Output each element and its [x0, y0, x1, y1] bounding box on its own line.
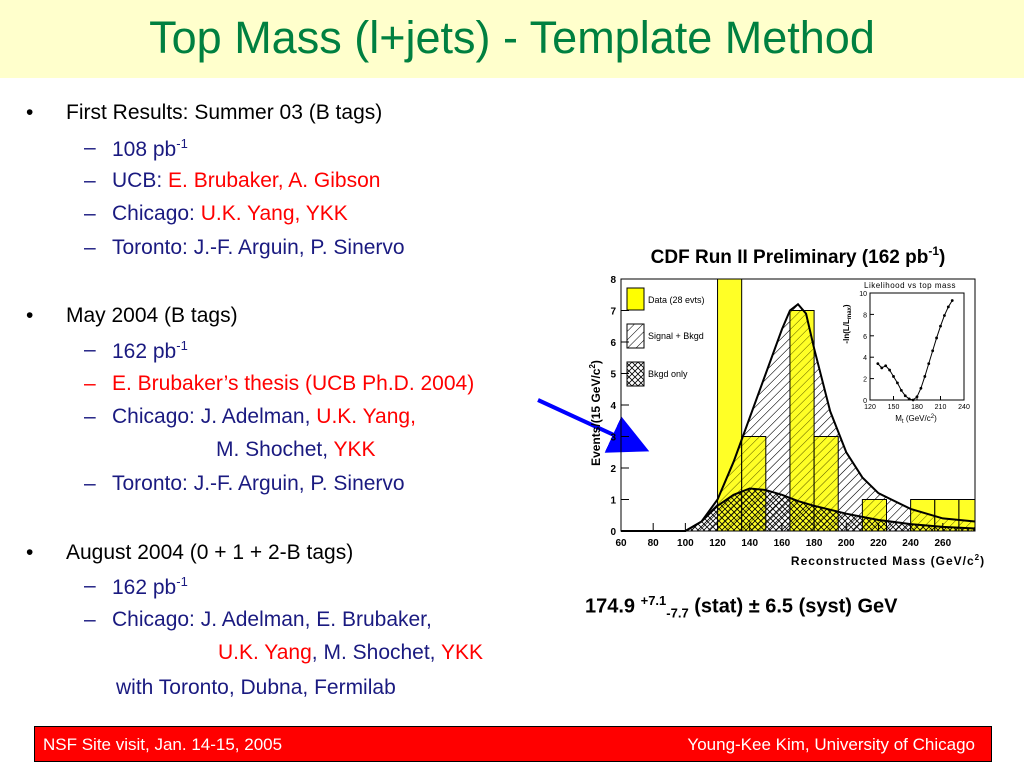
x-tick-label: 80 — [648, 538, 660, 549]
legend-data-swatch — [626, 287, 645, 311]
inset-y-tick-label: 0 — [863, 398, 867, 405]
section-2-chicago-cont: M. Shochet, YKK — [216, 438, 376, 461]
dash: – — [84, 136, 96, 159]
y-tick-label: 7 — [610, 307, 616, 318]
dash: – — [84, 574, 96, 597]
y-tick-label: 0 — [610, 527, 616, 538]
inset-y-tick-label: 10 — [859, 291, 867, 298]
bullet-2: • — [26, 304, 34, 327]
inset-likelihood-curve — [877, 300, 953, 401]
x-tick-label: 120 — [709, 538, 726, 549]
legend-data-label: Data (28 evts) — [648, 295, 705, 305]
inset-y-tick-label: 6 — [863, 334, 867, 341]
footer-bar: NSF Site visit, Jan. 14-15, 2005 Young-K… — [34, 726, 992, 762]
dash: – — [84, 338, 96, 361]
y-tick-label: 1 — [610, 496, 616, 507]
inset-title: Likelihood vs top mass — [864, 281, 956, 290]
y-tick-label: 5 — [610, 370, 616, 381]
bkgd-area — [621, 488, 975, 531]
section-2-lumi: 162 pb-1 — [112, 338, 188, 363]
bullet-3: • — [26, 541, 34, 564]
dash: – — [84, 202, 96, 225]
y-tick-label: 4 — [610, 401, 616, 412]
inset-y-label: -ln(L/Lmax) — [842, 304, 853, 343]
section-1-lumi: 108 pb-1 — [112, 136, 188, 161]
signal-bkgd-curve — [621, 302, 976, 532]
pointer-arrow — [537, 398, 650, 453]
y-tick-label: 6 — [610, 338, 616, 349]
inset-y-tick-label: 4 — [863, 355, 867, 362]
x-tick-label: 260 — [934, 538, 951, 549]
section-3-chicago-cont: U.K. Yang, M. Shochet, YKK — [218, 641, 484, 664]
section-2-thesis: E. Brubaker’s thesis (UCB Ph.D. 2004) — [112, 372, 475, 395]
x-tick-label: 60 — [615, 538, 627, 549]
footer-left: NSF Site visit, Jan. 14-15, 2005 — [43, 735, 283, 754]
inset-frame — [869, 292, 965, 401]
inset-x-tick-label: 180 — [911, 404, 923, 411]
inset-x-label: Mt (GeV/c2) — [895, 414, 937, 425]
signal-bkgd-hatch-overlay — [621, 304, 975, 531]
inset-x-tick-label: 150 — [888, 404, 900, 411]
title-bar — [0, 0, 1024, 78]
section-2-chicago: Chicago: J. Adelman, U.K. Yang, — [112, 405, 416, 428]
y-tick-label: 8 — [610, 275, 616, 286]
x-axis-label: Reconstructed Mass (GeV/c2) — [791, 553, 985, 568]
y-axis-label: Events/(15 GeV/c2) — [588, 360, 603, 466]
legend-bkgd-swatch — [626, 361, 645, 387]
legend-bkgd-label: Bkgd only — [648, 369, 688, 379]
section-3-lumi: 162 pb-1 — [112, 574, 188, 599]
x-tick-label: 100 — [677, 538, 694, 549]
top-mass-chart: CDF Run II Preliminary (162 pb-1) 0 1 2 3 4 5… — [588, 244, 985, 568]
dash: – — [84, 372, 96, 395]
slide-title: Top Mass (l+jets) - Template Method — [149, 12, 875, 63]
section-3-chicago: Chicago: J. Adelman, E. Brubaker, — [112, 608, 432, 631]
x-tick-label: 200 — [838, 538, 855, 549]
x-tick-label: 160 — [774, 538, 791, 549]
chart-title: CDF Run II Preliminary (162 pb-1) — [651, 244, 946, 268]
section-3-heading: August 2004 (0 + 1 + 2-B tags) — [66, 541, 354, 564]
dash: – — [84, 472, 96, 495]
section-1-heading: First Results: Summer 03 (B tags) — [66, 101, 383, 124]
section-2-toronto: Toronto: J.-F. Arguin, P. Sinervo — [112, 472, 405, 495]
y-tick-label: 3 — [610, 433, 616, 444]
section-3-with: with Toronto, Dubna, Fermilab — [116, 676, 396, 699]
dash: – — [84, 169, 96, 192]
inset-y-tick-label: 8 — [863, 312, 867, 319]
x-tick-label: 180 — [806, 538, 823, 549]
y-tick-label: 2 — [610, 464, 616, 475]
section-2-heading: May 2004 (B tags) — [66, 304, 238, 327]
footer-right: Young-Kee Kim, University of Chicago — [687, 735, 975, 754]
bkgd-curve — [621, 487, 976, 532]
section-1-ucb: UCB: E. Brubaker, A. Gibson — [112, 169, 381, 192]
section-1-chicago: Chicago: U.K. Yang, YKK — [112, 202, 348, 225]
x-tick-label: 220 — [870, 538, 887, 549]
inset-x-tick-label: 210 — [935, 404, 947, 411]
dash: – — [84, 236, 96, 259]
inset-x-tick-label: 120 — [864, 404, 876, 411]
section-1-toronto: Toronto: J.-F. Arguin, P. Sinervo — [112, 236, 405, 259]
inset-x-tick-label: 240 — [958, 404, 970, 411]
bullet-1: • — [26, 101, 34, 124]
mass-result: 174.9 +7.1-7.7 (stat) ± 6.5 (syst) GeV — [585, 593, 898, 621]
inset-y-tick-label: 2 — [863, 377, 867, 384]
dash: – — [84, 405, 96, 428]
legend-signal-label: Signal + Bkgd — [648, 331, 704, 341]
x-tick-label: 140 — [741, 538, 758, 549]
x-tick-label: 240 — [902, 538, 919, 549]
legend-signal-swatch — [626, 323, 645, 349]
dash: – — [84, 608, 96, 631]
